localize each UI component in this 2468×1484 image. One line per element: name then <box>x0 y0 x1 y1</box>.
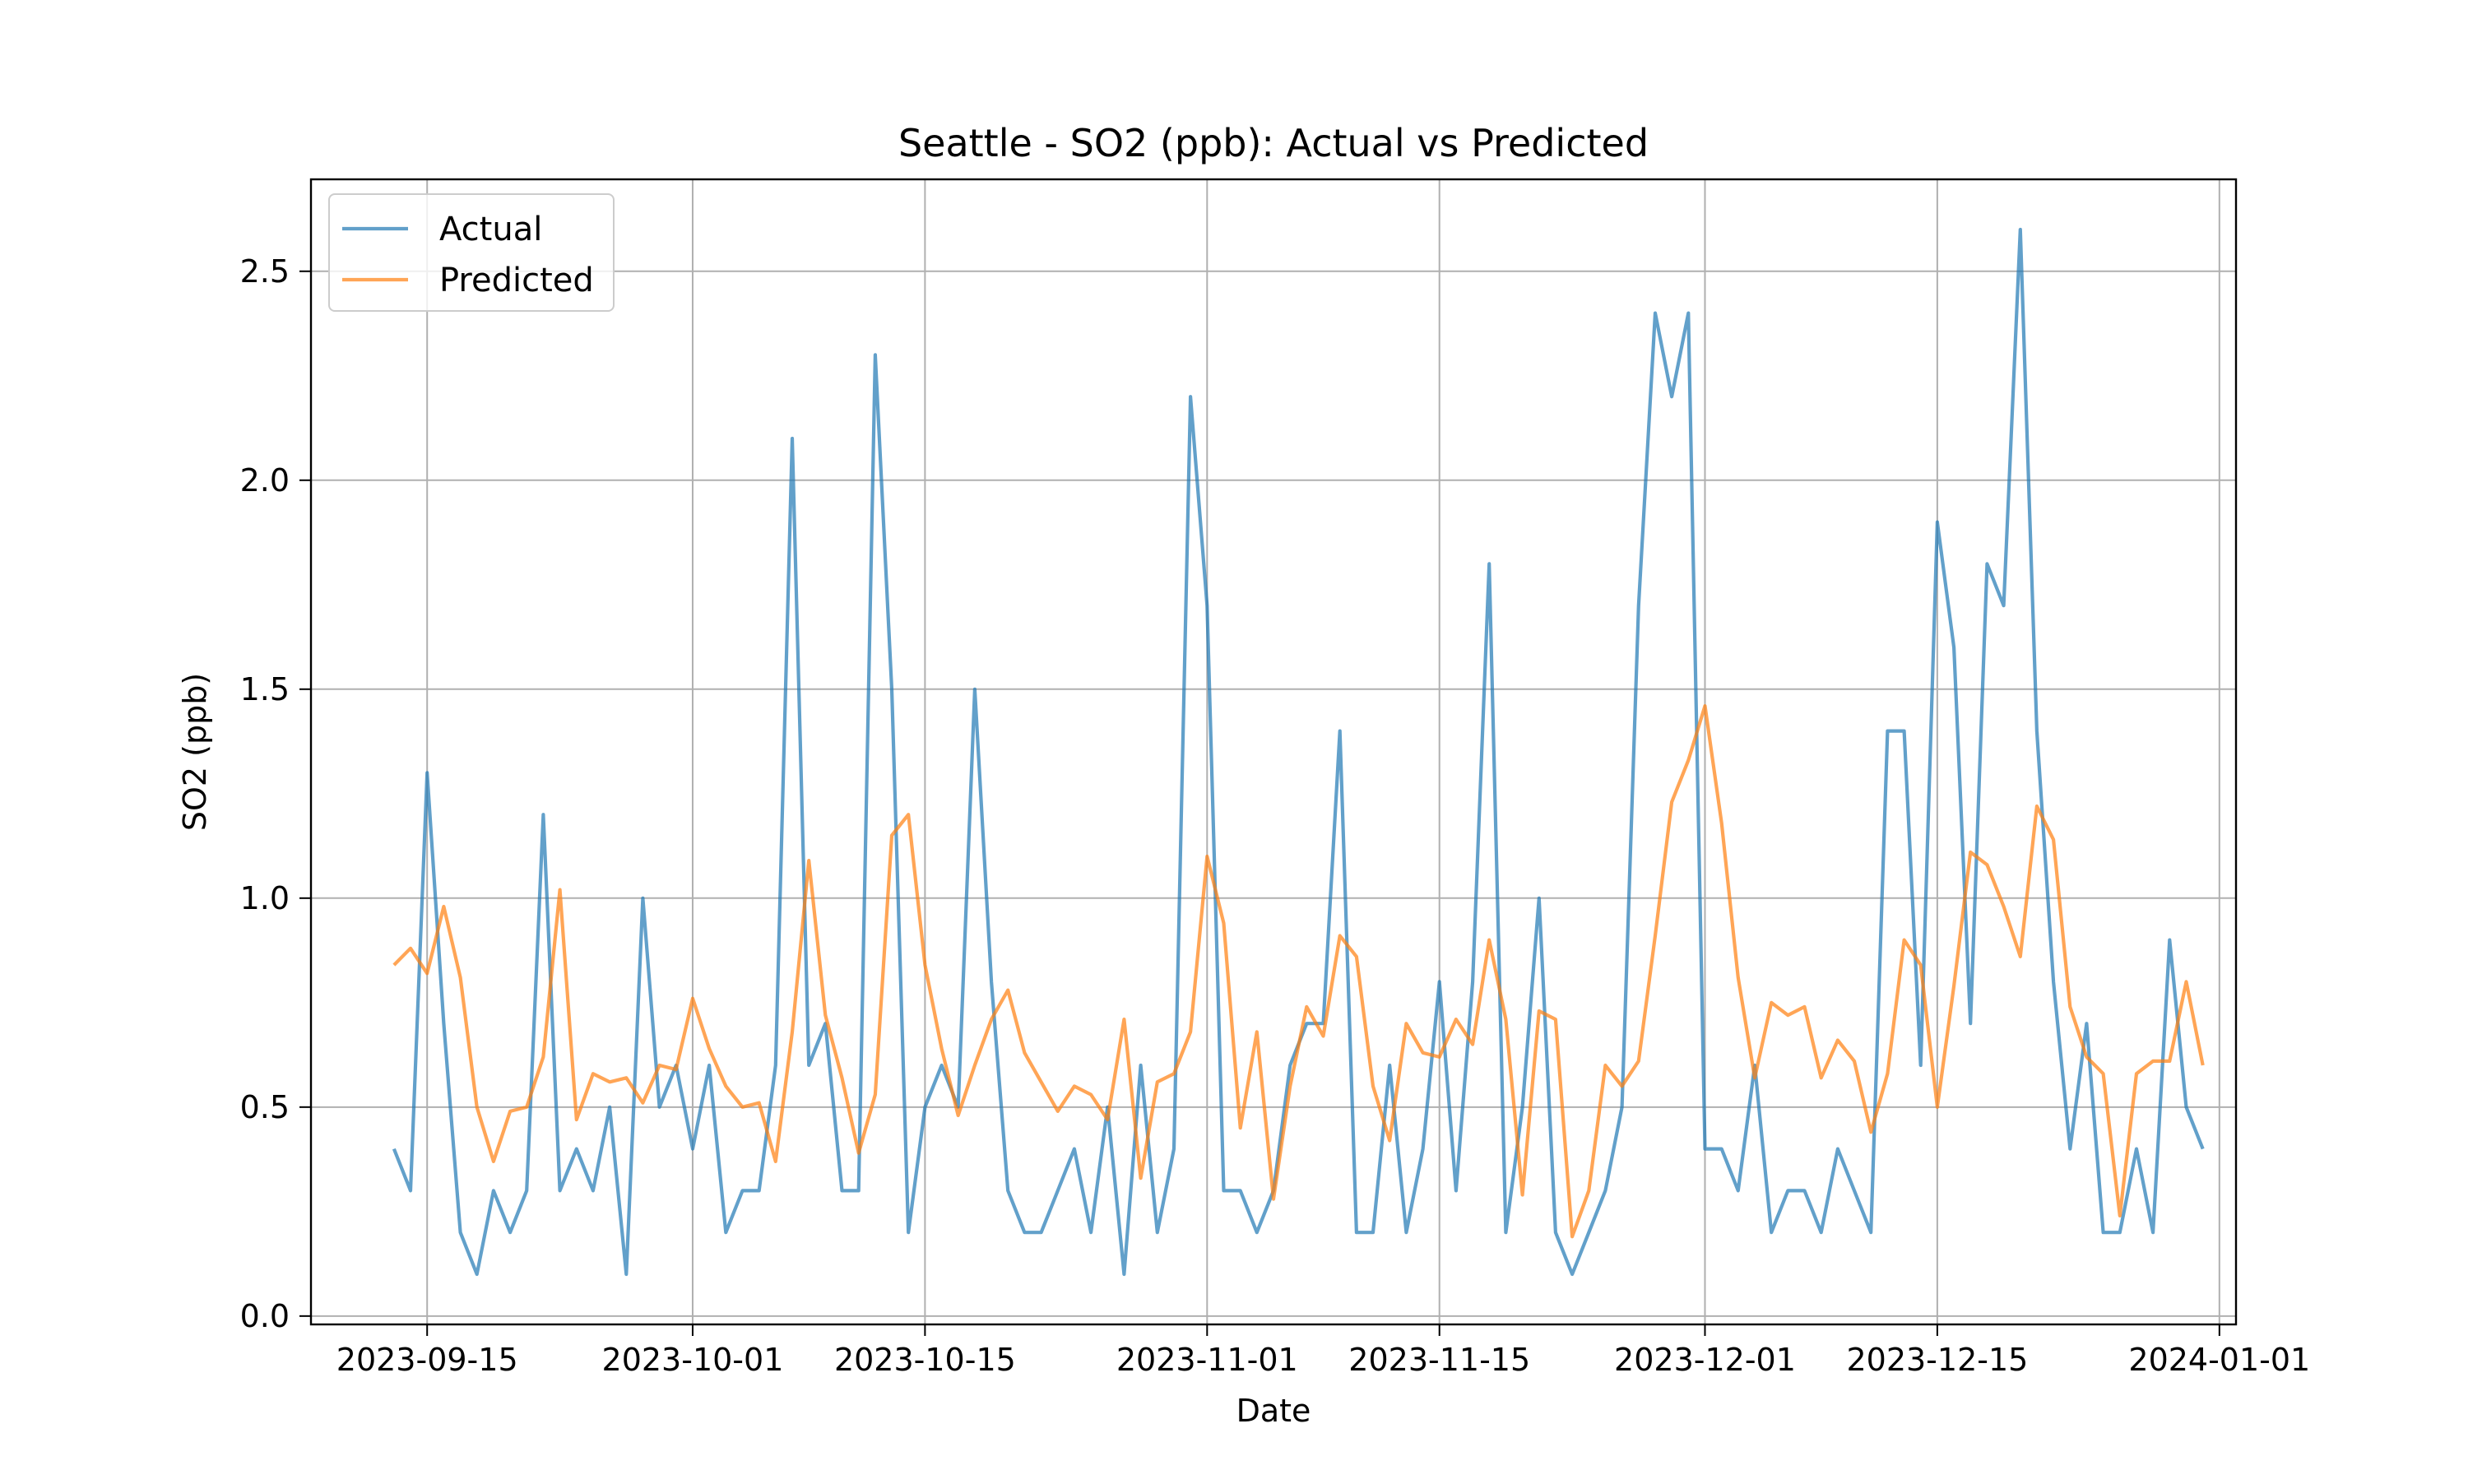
legend-label-predicted: Predicted <box>439 262 594 299</box>
y-tick-label: 2.0 <box>240 462 290 499</box>
y-tick-label: 1.5 <box>240 671 290 707</box>
legend-label-actual: Actual <box>439 211 542 248</box>
x-tick-label: 2023-11-15 <box>1348 1342 1530 1378</box>
x-tick-label: 2023-12-15 <box>1846 1342 2028 1378</box>
x-tick-label: 2023-10-15 <box>834 1342 1016 1378</box>
x-tick-label: 2023-09-15 <box>336 1342 518 1378</box>
legend: Actual Predicted <box>328 193 615 312</box>
x-tick-label: 2023-10-01 <box>602 1342 784 1378</box>
series-lines <box>392 227 2205 1277</box>
axis-ticks: 2023-09-15 2023-10-01 2023-10-15 2023-11-01… <box>240 253 2311 1378</box>
y-tick-label: 0.5 <box>240 1089 290 1125</box>
legend-box <box>328 193 615 312</box>
x-tick-label: 2023-12-01 <box>1614 1342 1796 1378</box>
x-axis-label: Date <box>1236 1393 1311 1429</box>
y-axis-label: SO2 (ppb) <box>177 673 213 831</box>
chart-title: Seattle - SO2 (ppb): Actual vs Predicted <box>898 121 1649 165</box>
plot-frame <box>309 178 2238 1326</box>
x-tick-label: 2023-11-01 <box>1116 1342 1298 1378</box>
y-tick-label: 2.5 <box>240 253 290 290</box>
y-tick-label: 1.0 <box>240 880 290 916</box>
x-tick-label: 2024-01-01 <box>2128 1342 2310 1378</box>
series-line-predicted <box>392 703 2205 1239</box>
y-tick-label: 0.0 <box>240 1298 290 1334</box>
grid-lines <box>311 179 2236 1324</box>
